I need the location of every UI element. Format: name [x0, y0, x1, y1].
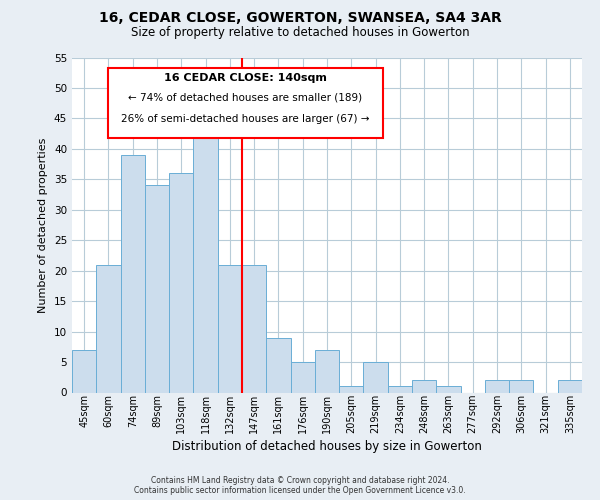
- Bar: [266, 338, 290, 392]
- Bar: [121, 155, 145, 392]
- Text: 16, CEDAR CLOSE, GOWERTON, SWANSEA, SA4 3AR: 16, CEDAR CLOSE, GOWERTON, SWANSEA, SA4 …: [98, 12, 502, 26]
- Text: Size of property relative to detached houses in Gowerton: Size of property relative to detached ho…: [131, 26, 469, 39]
- Y-axis label: Number of detached properties: Number of detached properties: [38, 138, 49, 312]
- Text: 26% of semi-detached houses are larger (67) →: 26% of semi-detached houses are larger (…: [121, 114, 370, 124]
- Bar: [145, 186, 169, 392]
- Bar: [364, 362, 388, 392]
- Text: 16 CEDAR CLOSE: 140sqm: 16 CEDAR CLOSE: 140sqm: [164, 72, 327, 83]
- Bar: [509, 380, 533, 392]
- Bar: [388, 386, 412, 392]
- Bar: [218, 264, 242, 392]
- Bar: [339, 386, 364, 392]
- Bar: [290, 362, 315, 392]
- Text: Contains HM Land Registry data © Crown copyright and database right 2024.: Contains HM Land Registry data © Crown c…: [151, 476, 449, 485]
- Bar: [485, 380, 509, 392]
- Bar: [436, 386, 461, 392]
- Bar: [242, 264, 266, 392]
- Bar: [558, 380, 582, 392]
- Text: Contains public sector information licensed under the Open Government Licence v3: Contains public sector information licen…: [134, 486, 466, 495]
- Bar: [96, 264, 121, 392]
- Bar: [169, 173, 193, 392]
- Text: ← 74% of detached houses are smaller (189): ← 74% of detached houses are smaller (18…: [128, 92, 362, 102]
- FancyBboxPatch shape: [108, 68, 383, 138]
- Bar: [315, 350, 339, 393]
- Bar: [412, 380, 436, 392]
- Bar: [193, 130, 218, 392]
- X-axis label: Distribution of detached houses by size in Gowerton: Distribution of detached houses by size …: [172, 440, 482, 454]
- Bar: [72, 350, 96, 393]
